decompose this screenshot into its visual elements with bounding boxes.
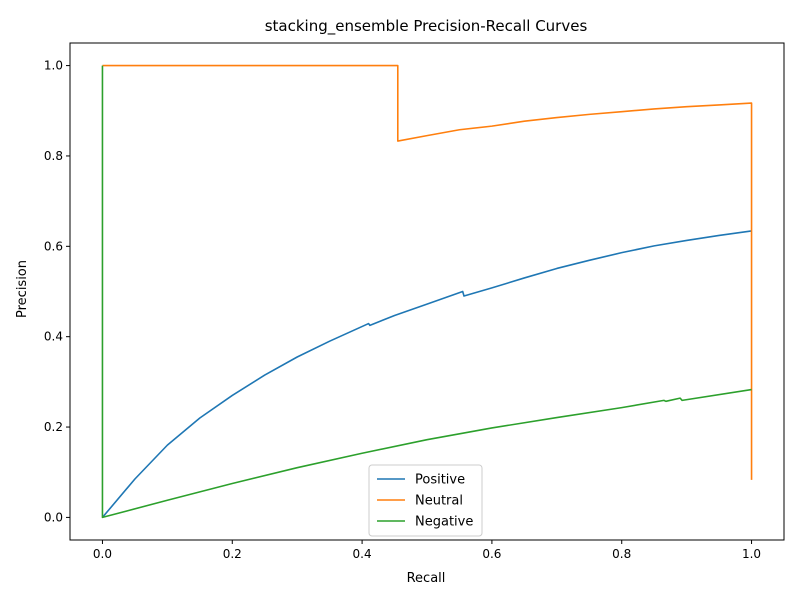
plot-frame bbox=[69, 42, 785, 541]
legend-label-positive: Positive bbox=[415, 473, 465, 488]
y-tick-label: 0.4 bbox=[44, 330, 63, 344]
x-tick-label: 0.6 bbox=[482, 547, 501, 561]
legend: Positive Neutral Negative bbox=[368, 464, 483, 537]
x-tick-label: 0.0 bbox=[93, 547, 112, 561]
y-tick-label: 0.6 bbox=[44, 239, 63, 253]
x-axis-label: Recall bbox=[407, 571, 446, 586]
y-tick-label: 1.0 bbox=[44, 59, 63, 73]
x-tick-label: 0.2 bbox=[223, 547, 242, 561]
x-axis-ticks: 0.0 0.2 0.4 0.6 0.8 1.0 bbox=[93, 540, 761, 561]
series-lines bbox=[101, 64, 753, 519]
series-line-neutral bbox=[102, 64, 753, 480]
chart-title: stacking_ensemble Precision-Recall Curve… bbox=[265, 17, 588, 36]
legend-label-negative: Negative bbox=[415, 515, 473, 530]
legend-label-neutral: Neutral bbox=[415, 494, 463, 509]
y-tick-label: 0.2 bbox=[44, 420, 63, 434]
x-tick-label: 1.0 bbox=[742, 547, 761, 561]
y-tick-label: 0.8 bbox=[44, 149, 63, 163]
y-tick-label: 0.0 bbox=[44, 510, 63, 524]
series-line-negative bbox=[101, 65, 752, 519]
y-axis-ticks: 0.0 0.2 0.4 0.6 0.8 1.0 bbox=[44, 59, 70, 524]
x-tick-label: 0.8 bbox=[612, 547, 631, 561]
y-axis-label: Precision bbox=[15, 260, 30, 318]
legend-box bbox=[368, 464, 483, 537]
series-line-positive bbox=[101, 230, 752, 518]
x-tick-label: 0.4 bbox=[353, 547, 372, 561]
